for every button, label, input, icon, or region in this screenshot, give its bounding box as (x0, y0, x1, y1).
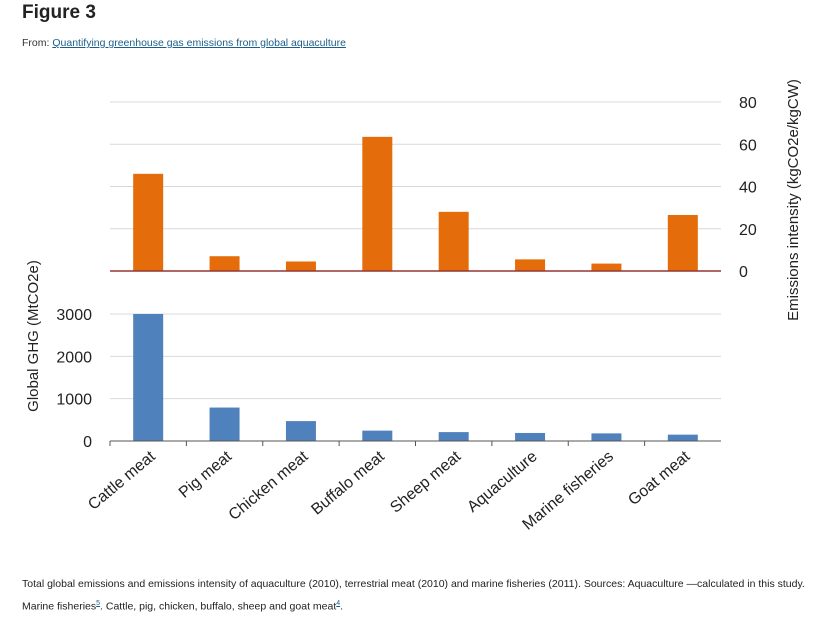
x-category-label: Aquaculture (464, 448, 540, 516)
bottom-bar-marine-fisheries (591, 433, 622, 441)
caption-text-3: . (340, 600, 344, 613)
caption-ref-marine[interactable]: 5 (96, 600, 101, 607)
x-category-label: Pig meat (176, 448, 236, 502)
top-bar-buffalo-meat (362, 136, 393, 271)
top-y-axis-label: Emissions intensity (kgCO2e/kgCW) (785, 79, 802, 321)
emissions-chart: 0 20 40 60 80 Emissions intensity (kgCO2e/kgC… (25, 79, 802, 534)
x-category-label: Cattle meat (85, 448, 159, 514)
top-y-tick-label: 60 (739, 137, 757, 154)
x-category-label: Chicken meat (226, 448, 312, 524)
bottom-bar-aquaculture (515, 432, 546, 441)
top-y-tick-label: 40 (739, 180, 757, 197)
top-bar-aquaculture (515, 259, 546, 271)
x-category-label: Buffalo meat (308, 448, 388, 519)
top-bar-sheep-meat (438, 211, 469, 271)
caption-text-1: Total global emissions and emissions int… (22, 578, 805, 613)
bottom-bar-sheep-meat (438, 432, 469, 441)
top-bar-goat-meat (667, 215, 698, 271)
bottom-y-tick-label: 2000 (56, 349, 92, 366)
bottom-bar-goat-meat (667, 434, 698, 441)
caption-text-2: . Cattle, pig, chicken, buffalo, sheep a… (100, 600, 337, 613)
bottom-y-axis-label: Global GHG (MtCO2e) (25, 260, 42, 412)
bottom-y-tick-label: 1000 (56, 392, 92, 409)
top-bar-cattle-meat (133, 173, 164, 271)
x-category-label: Goat meat (625, 448, 694, 509)
from-label: From: (22, 37, 50, 49)
bottom-bar-buffalo-meat (362, 430, 393, 441)
bottom-bar-chicken-meat (285, 421, 316, 441)
figure-title: Figure 3 (22, 2, 96, 23)
top-y-tick-label: 0 (739, 264, 748, 281)
top-y-tick-label: 80 (739, 95, 757, 112)
figure-caption: Total global emissions and emissions int… (22, 574, 812, 617)
top-bar-marine-fisheries (591, 263, 622, 271)
bottom-bar-cattle-meat (133, 314, 164, 441)
top-bar-pig-meat (209, 256, 240, 271)
top-bar-chicken-meat (285, 261, 316, 271)
caption-ref-meat[interactable]: 4 (336, 600, 341, 607)
top-y-tick-label: 20 (739, 222, 757, 239)
bottom-bar-pig-meat (209, 407, 240, 441)
source-article-link[interactable]: Quantifying greenhouse gas emissions fro… (52, 37, 346, 49)
bottom-y-tick-label: 0 (83, 434, 92, 451)
source-line: From: Quantifying greenhouse gas emissio… (22, 37, 346, 49)
x-category-label: Sheep meat (387, 448, 464, 517)
bottom-y-tick-label: 3000 (56, 307, 92, 324)
